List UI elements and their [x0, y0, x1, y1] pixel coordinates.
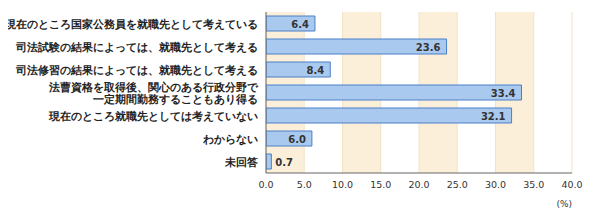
svg-text:20.0: 20.0 [408, 179, 429, 190]
svg-text:6.0: 6.0 [288, 134, 306, 145]
svg-text:15.0: 15.0 [370, 179, 391, 190]
svg-text:未回答: 未回答 [224, 156, 258, 168]
svg-text:32.1: 32.1 [481, 111, 506, 122]
svg-text:法曹資格を取得後、関心のある行政分野で一定期間勤務することも: 法曹資格を取得後、関心のある行政分野で一定期間勤務することもあり得る [48, 81, 259, 106]
svg-text:わからない: わからない [202, 133, 258, 146]
svg-text:現在のところ就職先としては考えていない: 現在のところ就職先としては考えていない [48, 110, 258, 123]
svg-text:現在のところ国家公務員を就職先として考えている: 現在のところ国家公務員を就職先として考えている [8, 18, 258, 31]
svg-text:(%): (%) [556, 199, 572, 209]
svg-text:35.0: 35.0 [523, 179, 544, 190]
svg-text:0.7: 0.7 [275, 157, 293, 168]
svg-text:23.6: 23.6 [416, 42, 441, 53]
svg-text:6.4: 6.4 [291, 19, 309, 30]
svg-text:40.0: 40.0 [561, 179, 582, 190]
svg-text:25.0: 25.0 [447, 179, 468, 190]
svg-text:8.4: 8.4 [307, 65, 325, 76]
svg-text:司法試験の結果によっては、就職先として考える: 司法試験の結果によっては、就職先として考える [15, 41, 258, 53]
svg-text:司法修習の結果によっては、就職先として考える: 司法修習の結果によっては、就職先として考える [15, 64, 258, 76]
svg-text:10.0: 10.0 [332, 179, 353, 190]
svg-text:30.0: 30.0 [485, 179, 506, 190]
svg-text:0.0: 0.0 [258, 179, 273, 190]
svg-text:33.4: 33.4 [491, 88, 516, 99]
svg-text:5.0: 5.0 [297, 179, 312, 190]
